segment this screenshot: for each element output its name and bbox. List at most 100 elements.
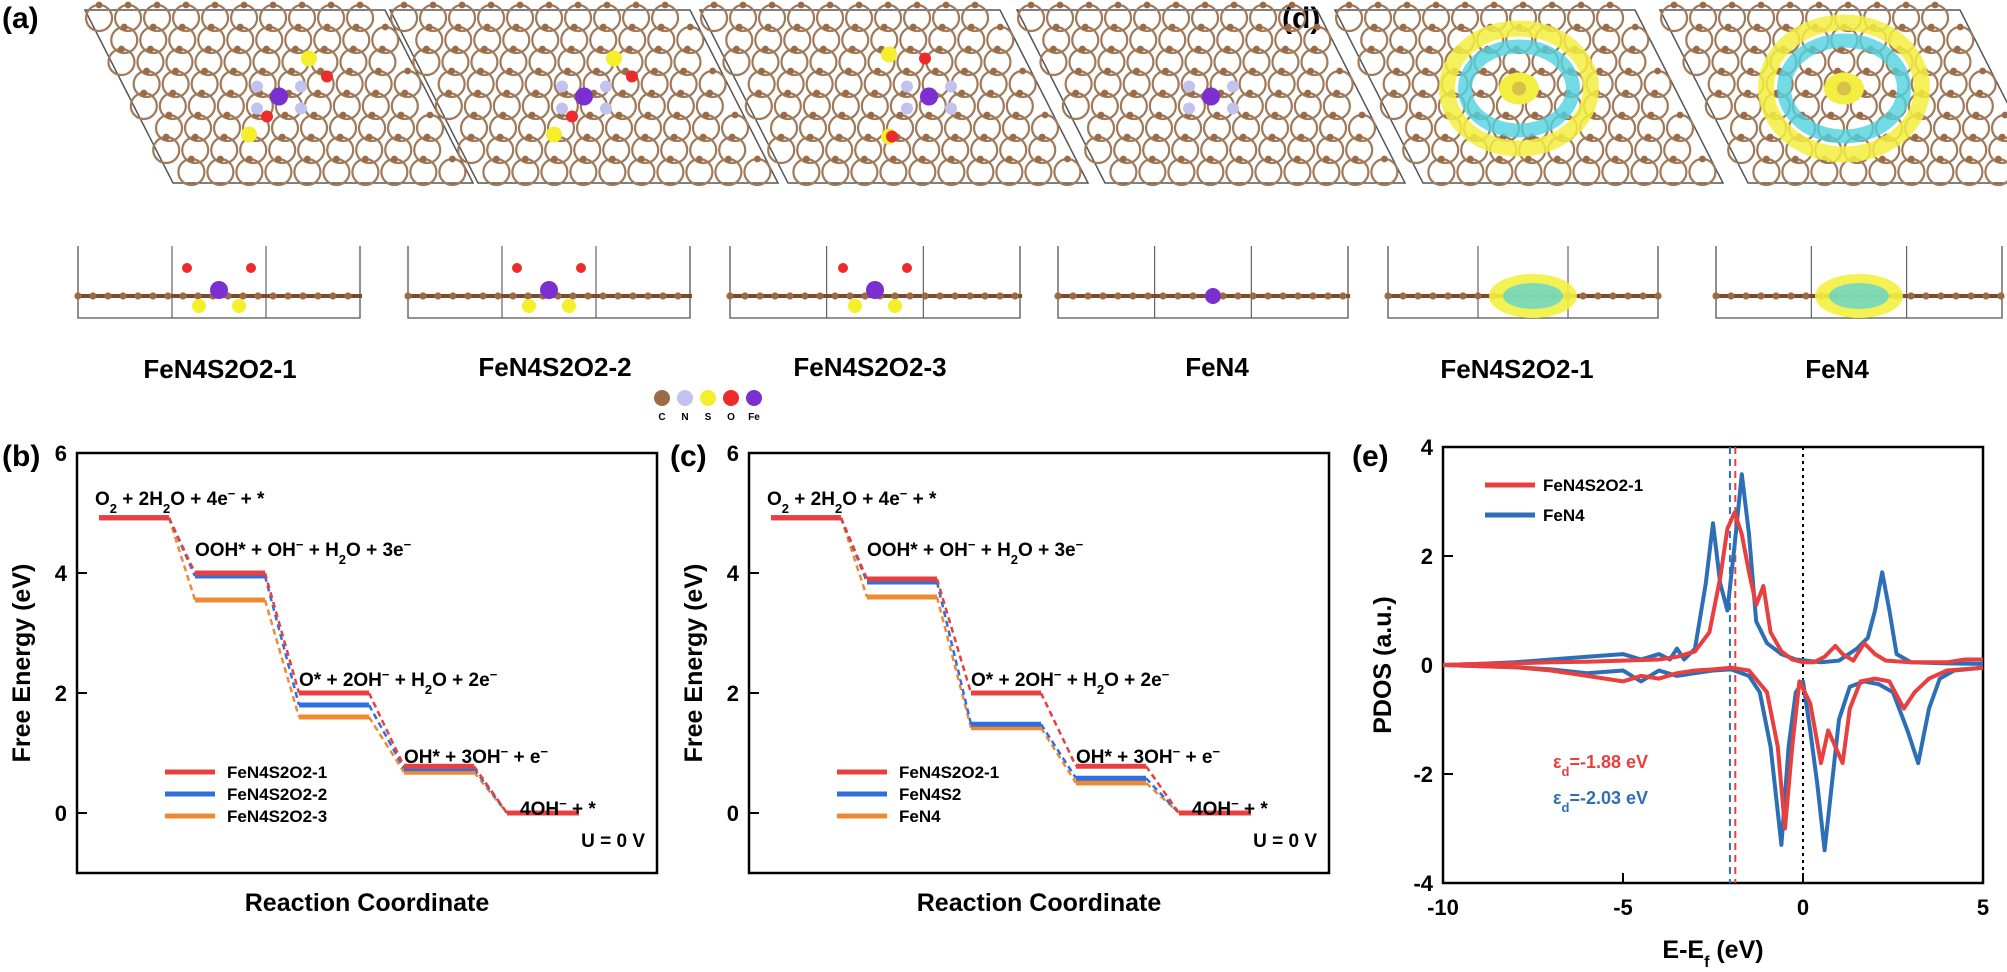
carbon-atom xyxy=(680,67,688,75)
carbon-atom xyxy=(1573,23,1581,31)
carbon-atom xyxy=(756,292,764,300)
carbon-atom xyxy=(1323,155,1330,163)
x-axis-label: Reaction Coordinate xyxy=(245,889,490,917)
carbon-atom xyxy=(1612,155,1619,163)
carbon-atom xyxy=(942,1,950,9)
nitrogen-atom xyxy=(295,102,307,115)
carbon-atom xyxy=(603,1,611,9)
carbon-atom xyxy=(487,1,495,9)
carbon-atom xyxy=(735,23,743,31)
carbon-atom xyxy=(448,67,456,75)
carbon-atom xyxy=(1693,45,1700,53)
d-band-center-label: εd=-1.88 eV xyxy=(1553,752,1648,779)
carbon-atom xyxy=(104,292,112,300)
active-site xyxy=(881,46,957,145)
carbon-atom xyxy=(1226,23,1234,31)
carbon-atom xyxy=(1722,45,1729,53)
nitrogen-atom xyxy=(251,102,263,115)
carbon-atom xyxy=(831,292,839,300)
carbon-atom xyxy=(1889,89,1897,97)
carbon-atom xyxy=(1631,23,1639,31)
nitrogen-atom xyxy=(251,80,263,93)
sulfur-atom xyxy=(546,126,562,143)
panel-label-e: (e) xyxy=(1352,440,1389,473)
carbon-atom xyxy=(539,45,546,53)
carbon-atom xyxy=(1873,1,1881,9)
carbon-atom xyxy=(1333,89,1341,97)
carbon-atom xyxy=(176,45,183,53)
carbon-atom xyxy=(481,45,488,53)
carbon-atom xyxy=(580,155,587,163)
oxygen-atom xyxy=(321,70,333,83)
carbon-atom xyxy=(343,89,351,97)
carbon-atom xyxy=(846,292,854,300)
carbon-atom xyxy=(1782,23,1790,31)
carbon-atom xyxy=(793,23,801,31)
carbon-atom xyxy=(379,45,386,53)
element-legend-label: Fe xyxy=(748,412,760,423)
carbon-atom xyxy=(391,155,398,163)
carbon-atom xyxy=(1863,67,1871,75)
carbon-atom xyxy=(134,292,142,300)
carbon-atom xyxy=(965,45,972,53)
carbon-atom xyxy=(1618,111,1626,119)
carbon-atom xyxy=(584,292,592,300)
carbon-atom xyxy=(1625,67,1633,75)
oxygen-atom xyxy=(576,263,586,273)
carbon-atom xyxy=(845,67,853,75)
carbon-atom xyxy=(906,292,914,300)
carbon-atom xyxy=(932,67,940,75)
carbon-atom xyxy=(1624,292,1632,300)
carbon-atom xyxy=(2001,111,2007,119)
nitrogen-atom xyxy=(295,80,307,93)
y-tick-label: 4 xyxy=(727,561,740,586)
carbon-atom xyxy=(1172,1,1180,9)
carbon-atom xyxy=(1278,67,1286,75)
carbon-atom xyxy=(1519,1,1527,9)
carbon-atom xyxy=(401,89,409,97)
unit-cell xyxy=(1057,246,1349,319)
carbon-atom xyxy=(333,155,340,163)
carbon-atom xyxy=(1264,292,1272,300)
oxygen-atom xyxy=(902,263,912,273)
carbon-atom xyxy=(425,23,433,31)
sulfur-atom xyxy=(881,46,897,63)
structure-top-view xyxy=(388,1,780,187)
carbon-atom xyxy=(884,1,892,9)
carbon-atom xyxy=(725,155,732,163)
carbon-atom xyxy=(452,45,459,53)
carbon-atom xyxy=(1647,111,1655,119)
carbon-atom xyxy=(1428,23,1436,31)
carbon-atom xyxy=(1336,67,1344,75)
carbon-atom xyxy=(861,292,869,300)
carbon-atom xyxy=(336,133,344,141)
carbon-atom xyxy=(292,45,299,53)
carbon-atom xyxy=(124,1,132,9)
carbon-atom xyxy=(1461,1,1469,9)
carbon-atom xyxy=(699,133,707,141)
carbon-atom xyxy=(1600,45,1607,53)
oxygen-atom xyxy=(182,263,192,273)
carbon-atom xyxy=(764,23,772,31)
carbon-atom xyxy=(1422,67,1430,75)
carbon-atom xyxy=(458,1,466,9)
carbon-atom xyxy=(1438,155,1445,163)
carbon-atom xyxy=(1922,292,1930,300)
carbon-atom xyxy=(784,89,792,97)
carbon-atom xyxy=(1602,23,1610,31)
carbon-atom xyxy=(574,1,582,9)
carbon-atom xyxy=(1133,67,1141,75)
sulfur-atom xyxy=(848,299,862,313)
carbon-atom xyxy=(1742,292,1750,300)
connector xyxy=(263,599,301,718)
carbon-atom xyxy=(1412,133,1420,141)
carbon-atom xyxy=(1268,133,1276,141)
connector xyxy=(935,578,973,694)
carbon-ring xyxy=(699,3,729,33)
carbon-atom xyxy=(118,45,125,53)
carbon-atom xyxy=(1792,155,1799,163)
carbon-atom xyxy=(1715,89,1723,97)
carbon-atom xyxy=(1012,111,1020,119)
oxygen-atom xyxy=(246,263,256,273)
carbon-atom xyxy=(483,23,491,31)
